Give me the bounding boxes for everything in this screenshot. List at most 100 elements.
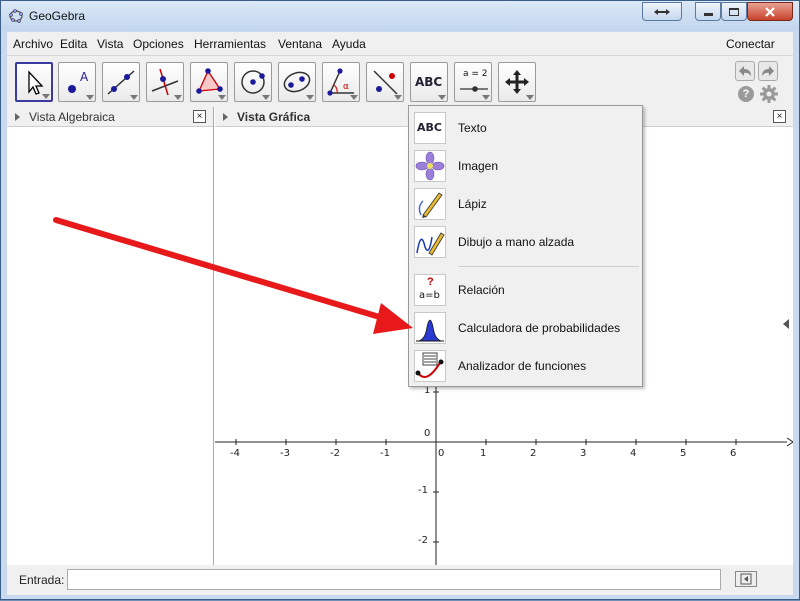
resize-icon — [654, 8, 670, 15]
reflect-tool-button[interactable] — [366, 62, 404, 102]
close-algebra-view-button[interactable]: × — [193, 110, 206, 123]
text-tool-icon: ABC — [415, 75, 443, 89]
minimize-button[interactable] — [695, 2, 721, 21]
x-tick-label: 1 — [480, 448, 487, 459]
circle-icon — [241, 70, 265, 94]
undo-button[interactable] — [735, 61, 755, 81]
svg-text:α: α — [343, 82, 349, 92]
angle-tool-button[interactable]: α — [322, 62, 360, 102]
menu-vista[interactable]: Vista — [97, 37, 124, 51]
x-tick-label: 6 — [730, 448, 737, 459]
x-tick-label: -4 — [230, 448, 240, 459]
gear-icon — [760, 85, 778, 103]
undo-icon — [739, 66, 751, 76]
y-tick-label: -1 — [418, 485, 428, 496]
menu-ayuda[interactable]: Ayuda — [332, 37, 366, 51]
perpendicular-tool-button[interactable] — [146, 62, 184, 102]
dropdown-item-texto[interactable]: ABC Texto — [409, 110, 642, 146]
help-button[interactable]: ? — [738, 86, 754, 102]
menu-edita[interactable]: Edita — [60, 37, 88, 51]
move-graphics-view-icon — [505, 70, 529, 94]
toolbar: A α ABC — [7, 56, 793, 107]
dropdown-item-dibujo-mano-alzada[interactable]: Dibujo a mano alzada — [409, 224, 642, 260]
function-inspector-icon — [414, 350, 446, 382]
expand-side-panel-icon[interactable] — [783, 319, 789, 329]
x-tick-label: 4 — [630, 448, 637, 459]
ellipse-icon — [283, 71, 311, 93]
x-tick-label: 2 — [530, 448, 537, 459]
triangle-left-icon — [740, 573, 752, 585]
close-window-button[interactable] — [747, 2, 793, 21]
menu-herramientas[interactable]: Herramientas — [194, 37, 267, 51]
dropdown-item-label: Dibujo a mano alzada — [458, 235, 575, 249]
maximize-button[interactable] — [721, 2, 747, 21]
move-view-tool-button[interactable] — [498, 62, 536, 102]
input-field[interactable] — [67, 569, 721, 590]
dropdown-item-label: Calculadora de probabilidades — [458, 321, 621, 335]
y-tick-label: 0 — [424, 428, 431, 439]
polygon-tool-button[interactable] — [190, 62, 228, 102]
relation-question-glyph: ? — [427, 276, 434, 288]
dropdown-item-label: Lápiz — [458, 197, 487, 211]
help-icon: ? — [742, 88, 750, 100]
pen-icon — [414, 188, 446, 220]
collapse-caret-icon[interactable] — [15, 113, 20, 121]
freehand-icon — [414, 226, 446, 258]
title-bar: GeoGebra — [1, 1, 799, 31]
x-tick-label: 5 — [680, 448, 687, 459]
slider-icon — [460, 86, 488, 92]
close-graphics-view-button[interactable]: × — [773, 110, 786, 123]
conic-tool-button[interactable] — [278, 62, 316, 102]
x-tick-label: -2 — [330, 448, 340, 459]
point-icon: A — [68, 70, 89, 93]
probability-icon — [414, 312, 446, 344]
dropdown-item-label: Analizador de funciones — [458, 359, 587, 373]
circle-tool-button[interactable] — [234, 62, 272, 102]
slider-tool-label: a = 2 — [463, 69, 488, 79]
dropdown-separator — [459, 266, 639, 267]
reflect-icon — [373, 70, 398, 95]
redo-icon — [762, 66, 774, 76]
minimize-icon — [703, 13, 713, 16]
text-icon: ABC — [414, 112, 446, 144]
svg-text:A: A — [80, 70, 89, 84]
graphics-view-title: Vista Gráfica — [237, 110, 311, 124]
dropdown-item-relacion[interactable]: ? a=b Relación — [409, 272, 642, 308]
x-tick-label: -1 — [380, 448, 390, 459]
settings-button[interactable] — [759, 84, 779, 104]
dropdown-item-imagen[interactable]: Imagen — [409, 148, 642, 184]
relation-icon: ? a=b — [414, 274, 446, 306]
menu-opciones[interactable]: Opciones — [133, 37, 184, 51]
close-icon — [765, 6, 775, 17]
y-tick-label: 1 — [424, 385, 431, 396]
restore-down-button[interactable] — [642, 2, 682, 21]
menu-archivo[interactable]: Archivo — [13, 37, 54, 51]
x-tick-label: 0 — [438, 448, 445, 459]
slider-tool-button[interactable]: a = 2 — [454, 62, 492, 102]
y-tick-label: -2 — [418, 535, 428, 546]
dropdown-item-analizador-funciones[interactable]: Analizador de funciones — [409, 348, 642, 384]
cursor-arrow-icon — [28, 70, 44, 95]
image-icon — [414, 150, 446, 182]
algebra-view-header[interactable]: Vista Algebraica × — [7, 107, 213, 127]
input-help-button[interactable] — [735, 571, 757, 587]
line-icon — [107, 70, 135, 95]
redo-button[interactable] — [758, 61, 778, 81]
menu-ventana[interactable]: Ventana — [278, 37, 323, 51]
collapse-caret-icon[interactable] — [223, 113, 228, 121]
maximize-icon — [729, 7, 739, 16]
dropdown-item-calculadora-probabilidades[interactable]: Calculadora de probabilidades — [409, 310, 642, 346]
connect-button[interactable]: Conectar — [726, 37, 775, 51]
menu-bar: Archivo Edita Vista Opciones Herramienta… — [7, 32, 793, 56]
input-bar: Entrada: — [7, 565, 793, 595]
point-tool-button[interactable]: A — [58, 62, 96, 102]
algebra-view[interactable]: Vista Algebraica × — [7, 107, 214, 565]
angle-icon: α — [327, 68, 354, 96]
perpendicular-icon — [151, 68, 179, 96]
dropdown-item-label: Relación — [458, 283, 505, 297]
line-tool-button[interactable] — [102, 62, 140, 102]
text-tool-button[interactable]: ABC — [410, 62, 448, 102]
dropdown-item-lapiz[interactable]: Lápiz — [409, 186, 642, 222]
move-tool-button[interactable] — [15, 62, 53, 102]
